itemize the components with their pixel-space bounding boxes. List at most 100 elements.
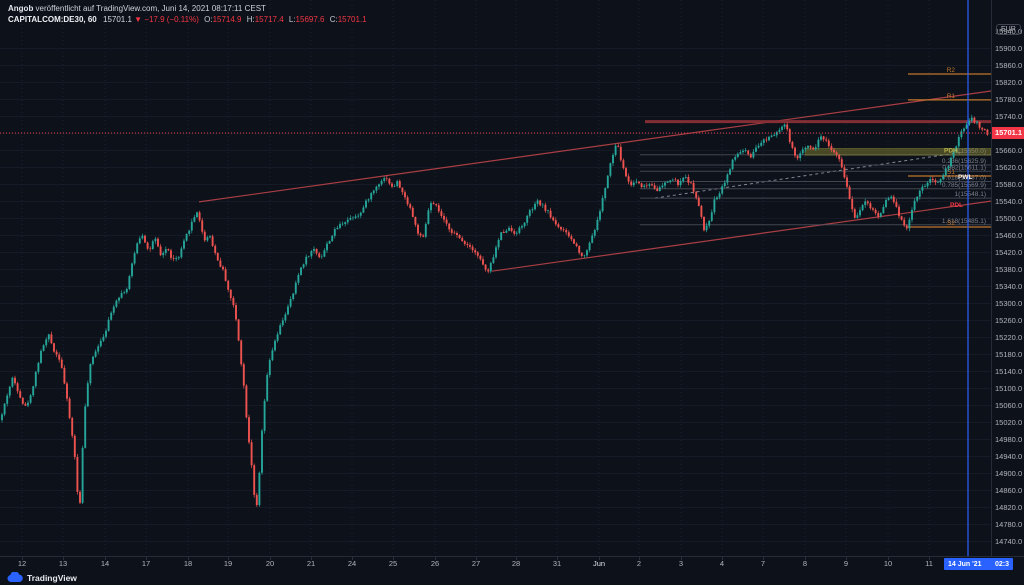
time-axis-tick <box>22 557 23 560</box>
cloud-logo-icon <box>7 572 23 583</box>
time-axis-label: 21 <box>306 559 316 568</box>
price-axis-label: 15460.0 <box>995 231 1023 240</box>
time-axis-tick <box>599 557 600 560</box>
price-axis-label: 15780.0 <box>995 95 1023 104</box>
close-label: C: <box>329 15 338 24</box>
time-axis-label: 4 <box>719 559 725 568</box>
high-label: H: <box>246 15 255 24</box>
time-axis-label: 28 <box>511 559 521 568</box>
price-axis-label: 15020.0 <box>995 418 1023 427</box>
price-change: −17.9 (−0.11%) <box>144 15 199 24</box>
svg-text:0.236(15625.9): 0.236(15625.9) <box>942 158 986 165</box>
time-axis-tick <box>557 557 558 560</box>
low-value: 15697.6 <box>295 15 325 24</box>
publish-text: veröffentlicht auf TradingView.com, Juni… <box>33 4 266 13</box>
price-axis-label: 14860.0 <box>995 486 1023 495</box>
publish-info: Angob veröffentlicht auf TradingView.com… <box>8 3 367 14</box>
price-axis-label: 15180.0 <box>995 350 1023 359</box>
price-axis-label: 15580.0 <box>995 180 1023 189</box>
price-axis-label: 15140.0 <box>995 367 1023 376</box>
time-axis-label: 18 <box>183 559 193 568</box>
time-axis-tick <box>929 557 930 560</box>
svg-text:1.618(15485.1): 1.618(15485.1) <box>942 218 986 225</box>
svg-text:S2: S2 <box>947 220 955 227</box>
time-axis-label: 12 <box>17 559 27 568</box>
open-value: 15714.9 <box>212 15 242 24</box>
time-axis-label: 24 <box>347 559 357 568</box>
price-axis-label: 15340.0 <box>995 282 1023 291</box>
time-axis-label: 13 <box>58 559 68 568</box>
price-axis-label: 15820.0 <box>995 78 1023 87</box>
svg-text:0(15650.0): 0(15650.0) <box>955 148 986 155</box>
candlestick-chart[interactable]: 0(15650.0) 0.236(15625.9)0.382(15611.1) 0.… <box>0 0 991 556</box>
time-axis-tick <box>763 557 764 560</box>
down-arrow-icon: ▼ <box>134 15 143 24</box>
time-axis-tick <box>188 557 189 560</box>
price-axis-label: 14820.0 <box>995 503 1023 512</box>
chart-header: Angob veröffentlicht auf TradingView.com… <box>8 3 367 25</box>
time-axis-label: 10 <box>883 559 893 568</box>
svg-text:PDH: PDH <box>944 148 958 155</box>
time-axis[interactable]: 12 13 14 17 18 19 20 21 24 25 26 27 28 31 Jun 2 3 4 7 8 9 10 1… <box>0 556 1024 570</box>
symbol-ohlc-row: CAPITALCOM:DE30, 60 15701.1 ▼ −17.9 (−0.… <box>8 14 367 25</box>
open-label: O: <box>204 15 213 24</box>
price-axis-label: 15660.0 <box>995 146 1023 155</box>
time-axis-tick <box>393 557 394 560</box>
time-axis-label: 25 <box>388 559 398 568</box>
price-axis-label: 14940.0 <box>995 452 1023 461</box>
price-axis-label: 15420.0 <box>995 248 1023 257</box>
time-axis-label: 2 <box>636 559 642 568</box>
symbol-title[interactable]: CAPITALCOM:DE30, 60 <box>8 15 97 24</box>
close-value: 15701.1 <box>337 15 367 24</box>
price-axis-label: 15380.0 <box>995 265 1023 274</box>
time-axis-tick <box>311 557 312 560</box>
logo-text: TradingView <box>27 572 77 583</box>
svg-text:R1: R1 <box>947 93 956 100</box>
price-axis-label: 15260.0 <box>995 316 1023 325</box>
price-axis-label: 15100.0 <box>995 384 1023 393</box>
price-axis-label: 15740.0 <box>995 112 1023 121</box>
time-axis-label: 8 <box>802 559 808 568</box>
price-axis[interactable]: 15940.0 15900.0 15860.0 15820.0 15780.0 15740… <box>991 0 1024 556</box>
time-axis-label: 9 <box>843 559 849 568</box>
tradingview-logo[interactable]: TradingView <box>7 571 77 584</box>
time-axis-label: 19 <box>223 559 233 568</box>
svg-text:1(15548.1): 1(15548.1) <box>955 191 986 198</box>
time-axis-label: 7 <box>760 559 766 568</box>
price-axis-label: 15620.0 <box>995 163 1023 172</box>
time-axis-tick <box>146 557 147 560</box>
time-axis-tick <box>722 557 723 560</box>
low-label: L: <box>288 15 296 24</box>
time-axis-tick <box>63 557 64 560</box>
price-axis-label: 15300.0 <box>995 299 1023 308</box>
svg-text:PDL: PDL <box>950 202 963 209</box>
svg-text:S1: S1 <box>947 169 955 176</box>
time-axis-tick <box>476 557 477 560</box>
svg-text:R2: R2 <box>947 67 956 74</box>
price-axis-label: 15940.0 <box>995 27 1023 36</box>
time-axis-label: 17 <box>141 559 151 568</box>
svg-text:0.382(15611.1): 0.382(15611.1) <box>942 164 986 171</box>
price-axis-label: 15540.0 <box>995 197 1023 206</box>
last-price-label: 15701.1 <box>992 127 1024 139</box>
last-price-value: 15701.1 <box>103 15 132 24</box>
price-axis-label: 14980.0 <box>995 435 1023 444</box>
price-axis-label: 15900.0 <box>995 44 1023 53</box>
price-axis-label: 15860.0 <box>995 61 1023 70</box>
svg-text:0.618(15587.0): 0.618(15587.0) <box>942 175 986 182</box>
time-axis-label: 27 <box>471 559 481 568</box>
time-axis-tick <box>228 557 229 560</box>
time-axis-tick <box>681 557 682 560</box>
time-axis-label: 26 <box>430 559 440 568</box>
svg-text:PWL: PWL <box>958 174 972 181</box>
time-axis-label: Jun <box>592 559 606 568</box>
time-axis-tick <box>516 557 517 560</box>
time-axis-tick <box>105 557 106 560</box>
currency-badge[interactable]: EUR <box>996 24 1021 35</box>
price-axis-label: 15500.0 <box>995 214 1023 223</box>
time-axis-label: 11 <box>925 559 933 568</box>
price-axis-label: 14900.0 <box>995 469 1023 478</box>
time-axis-tick <box>846 557 847 560</box>
crosshair-date-label: 14 Jun '21 02:3 <box>944 558 1013 570</box>
